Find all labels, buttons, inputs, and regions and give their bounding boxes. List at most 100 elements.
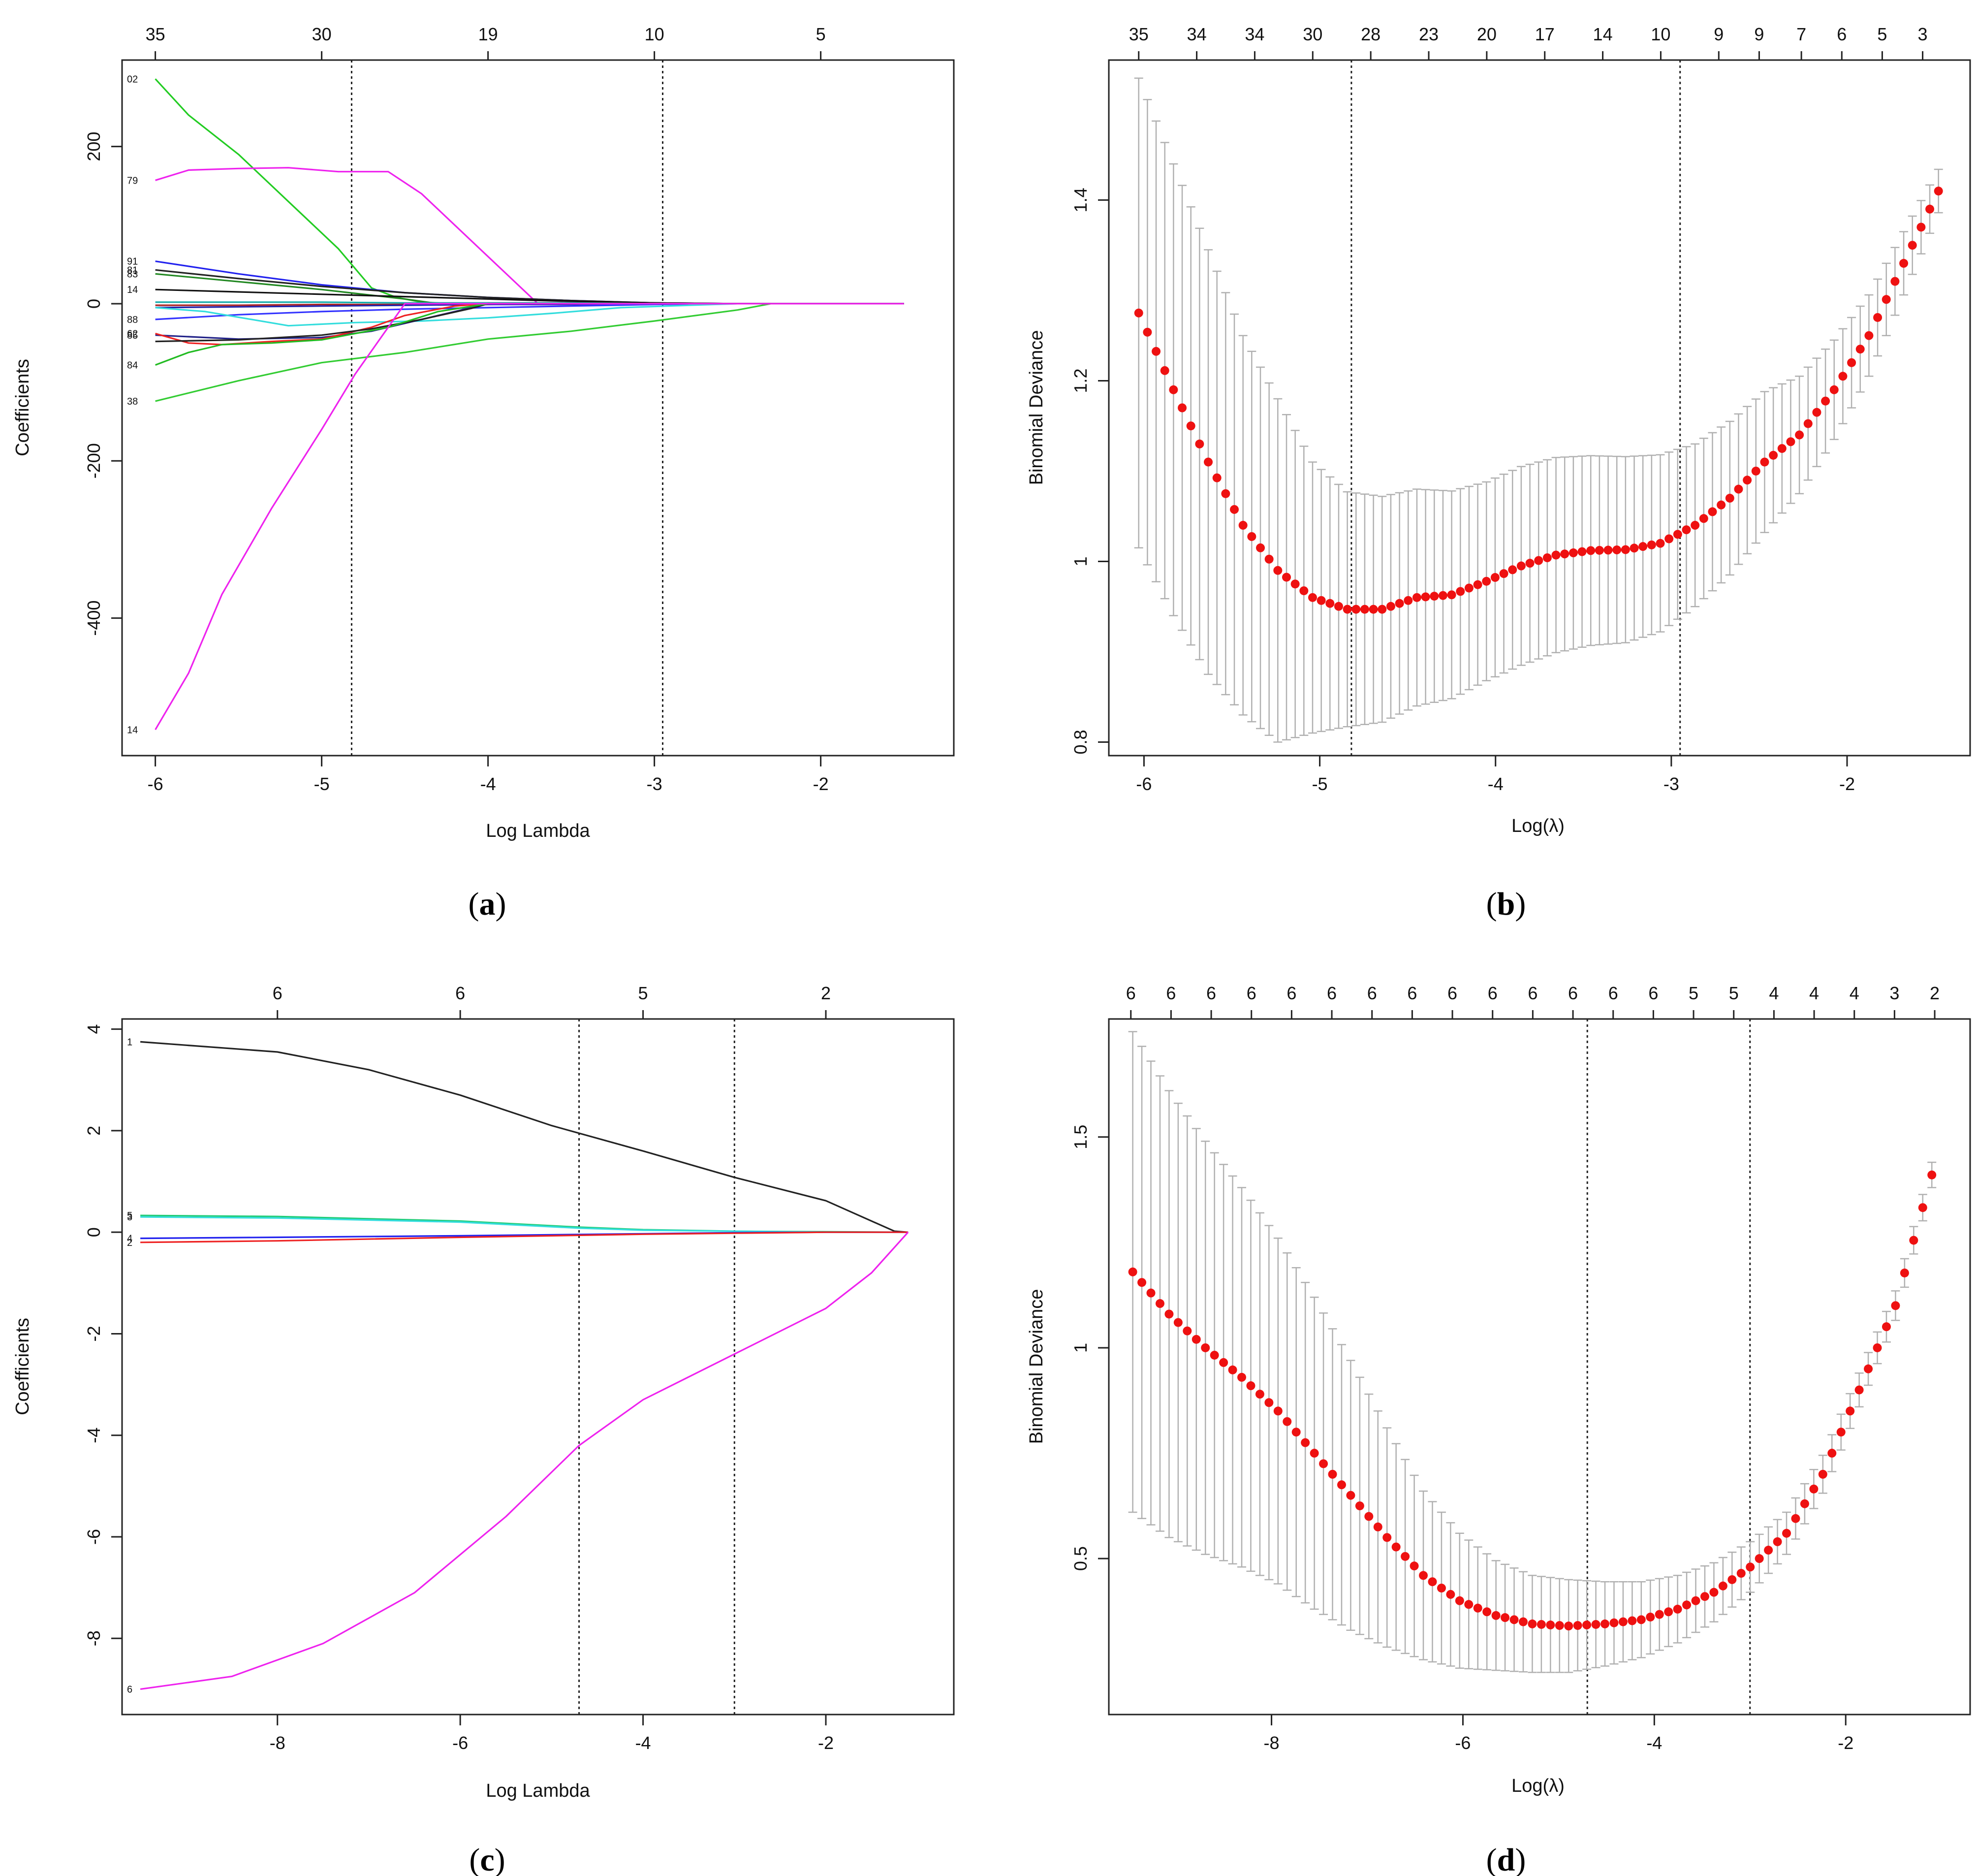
panel-c-y-tick-label-0: 4 [84, 1024, 104, 1034]
panel-d-mean-point-41 [1501, 1613, 1510, 1622]
panel-b-mean-point-74 [1777, 444, 1787, 453]
panel-d-mean-point-82 [1873, 1343, 1882, 1352]
panel-d-y-axis-title: Binomial Deviance [1026, 1289, 1047, 1444]
panel-b-mean-point-5 [1178, 403, 1187, 413]
panel-b-mean-point-21 [1317, 596, 1326, 605]
panel-c-top-tick-label-3: 2 [821, 983, 831, 1003]
panel-b-mean-point-33 [1421, 592, 1430, 602]
panel-d-mean-point-46 [1546, 1621, 1555, 1630]
panel-b-y-tick-label-0: 0.8 [1070, 730, 1091, 754]
panel-d-mean-point-72 [1782, 1528, 1791, 1538]
panel-b-mean-point-36 [1447, 590, 1456, 600]
panel-b-top-tick-label-9: 10 [1651, 24, 1670, 44]
panel-b-mean-point-25 [1351, 604, 1361, 614]
panel-d-mean-point-35 [1446, 1590, 1455, 1599]
panel-d-mean-point-31 [1410, 1561, 1419, 1571]
panel-b-mean-point-61 [1664, 534, 1674, 543]
panel-b-mean-point-91 [1925, 204, 1935, 214]
panel-d-mean-point-59 [1664, 1607, 1673, 1617]
panel-b-mean-point-1 [1143, 327, 1152, 337]
panel-d-mean-point-28 [1382, 1533, 1392, 1542]
panel-d-mean-point-76 [1818, 1469, 1827, 1479]
panel-b-y-axis: 0.8 1 1.2 1.4 [1070, 188, 1109, 754]
panel-d-mean-point-36 [1455, 1596, 1464, 1605]
panel-d-mean-point-84 [1891, 1301, 1900, 1310]
panel-b-mean-point-32 [1412, 593, 1421, 602]
panel-a-caption-letter: a [479, 886, 496, 922]
panel-d-mean-point-68 [1746, 1562, 1755, 1572]
panel-b-mean-point-30 [1395, 599, 1404, 608]
panel-d-mean-point-12 [1237, 1372, 1247, 1382]
panel-b-mean-point-20 [1308, 593, 1317, 602]
panel-d-mean-point-49 [1573, 1621, 1582, 1630]
panel-b-mean-point-57 [1630, 543, 1639, 553]
panel-b-x-axis: -6 -5 -4 -3 -2 [1136, 756, 1855, 794]
panel-d-mean-point-22 [1328, 1469, 1337, 1479]
panel-b-mean-point-53 [1595, 545, 1604, 555]
panel-a-series-line-15 [155, 303, 904, 402]
panel-d-mean-point-20 [1310, 1449, 1319, 1458]
panel-b-top-tick-label-10: 9 [1714, 24, 1724, 44]
panel-c-curve-label-4: 2 [127, 1238, 132, 1248]
panel-d-top-tick-label-17: 4 [1809, 983, 1819, 1003]
panel-b-mean-point-18 [1290, 579, 1300, 589]
panel-b-mean-point-3 [1160, 366, 1169, 375]
panel-d-x-tick-label-3: -2 [1838, 1733, 1853, 1753]
panel-d-y-tick-label-0: 0.5 [1070, 1546, 1091, 1571]
panel-b-cv-deviance: 35 34 34 30 28 23 20 17 14 10 9 9 7 6 5 3 -6 -5 -4 -3 -2 0.… [1026, 24, 1971, 922]
panel-d-mean-point-37 [1464, 1600, 1474, 1609]
panel-b-mean-point-26 [1360, 604, 1369, 614]
panel-d-mean-point-23 [1337, 1480, 1346, 1490]
panel-b-top-tick-label-15: 3 [1918, 24, 1928, 44]
panel-d-mean-point-48 [1564, 1622, 1573, 1631]
panel-a-series-line-14 [155, 303, 904, 366]
panel-c-curve-label-0: 1 [127, 1037, 132, 1048]
panel-b-mean-point-11 [1230, 505, 1239, 514]
panel-b-mean-point-87 [1890, 277, 1900, 286]
panel-d-caption-letter: d [1497, 1842, 1515, 1876]
panel-c-y-tick-label-1: 2 [84, 1126, 104, 1136]
panel-b-mean-point-47 [1542, 553, 1552, 563]
panel-b-mean-point-68 [1725, 494, 1734, 503]
panel-b-mean-point-40 [1482, 576, 1491, 586]
panel-d-top-tick-label-13: 6 [1648, 983, 1658, 1003]
panel-d-mean-point-60 [1673, 1604, 1682, 1614]
panel-b-mean-point-23 [1334, 602, 1343, 611]
panel-b-caption: (b) [1486, 886, 1526, 922]
panel-c-y-axis: 4 2 0 -2 -4 -6 -8 [84, 1024, 122, 1646]
panel-d-mean-point-19 [1301, 1438, 1310, 1447]
panel-b-top-tick-label-0: 35 [1129, 24, 1149, 44]
panel-c-x-tick-label-3: -2 [818, 1733, 834, 1753]
panel-b-mean-point-10 [1221, 489, 1230, 498]
panel-b-mean-point-83 [1855, 345, 1865, 354]
panel-d-mean-point-24 [1346, 1491, 1355, 1500]
panel-d-mean-point-13 [1246, 1381, 1255, 1391]
panel-b-top-tick-label-12: 7 [1796, 24, 1806, 44]
panel-c-x-axis: -8 -6 -4 -2 [270, 1715, 834, 1753]
panel-d-mean-point-29 [1391, 1542, 1401, 1552]
panel-c-top-tick-label-1: 6 [455, 983, 465, 1003]
panel-d-plot-frame [1108, 1018, 1971, 1716]
panel-d-mean-point-88 [1927, 1170, 1937, 1179]
panel-b-mean-point-42 [1499, 569, 1508, 578]
panel-d-mean-point-44 [1528, 1619, 1537, 1628]
panel-d-top-tick-label-3: 6 [1247, 983, 1256, 1003]
panel-d-mean-point-40 [1491, 1611, 1501, 1620]
panel-d-mean-point-55 [1628, 1616, 1637, 1625]
panel-b-mean-point-43 [1508, 565, 1517, 574]
panel-a-top-axis: 35 30 19 10 5 [146, 24, 826, 60]
panel-d-mean-point-4 [1164, 1309, 1174, 1319]
panel-a-series-line-16 [155, 303, 904, 731]
panel-a-curve-label-2: 91 [127, 256, 138, 267]
panel-b-mean-point-15 [1264, 554, 1274, 564]
panel-d-mean-point-79 [1846, 1406, 1855, 1416]
panel-a-y-tick-label-2: -200 [84, 443, 104, 478]
panel-d-mean-point-56 [1636, 1615, 1646, 1624]
panel-d-mean-point-69 [1755, 1554, 1764, 1563]
panel-d-mean-point-70 [1764, 1546, 1773, 1555]
panel-d-top-tick-label-8: 6 [1447, 983, 1457, 1003]
panel-d-top-axis: 6 6 6 6 6 6 6 6 6 6 6 6 6 6 5 5 4 4 4 3 2 [1126, 983, 1940, 1019]
panel-b-mean-point-49 [1560, 549, 1569, 559]
panel-d-mean-point-21 [1319, 1459, 1328, 1468]
